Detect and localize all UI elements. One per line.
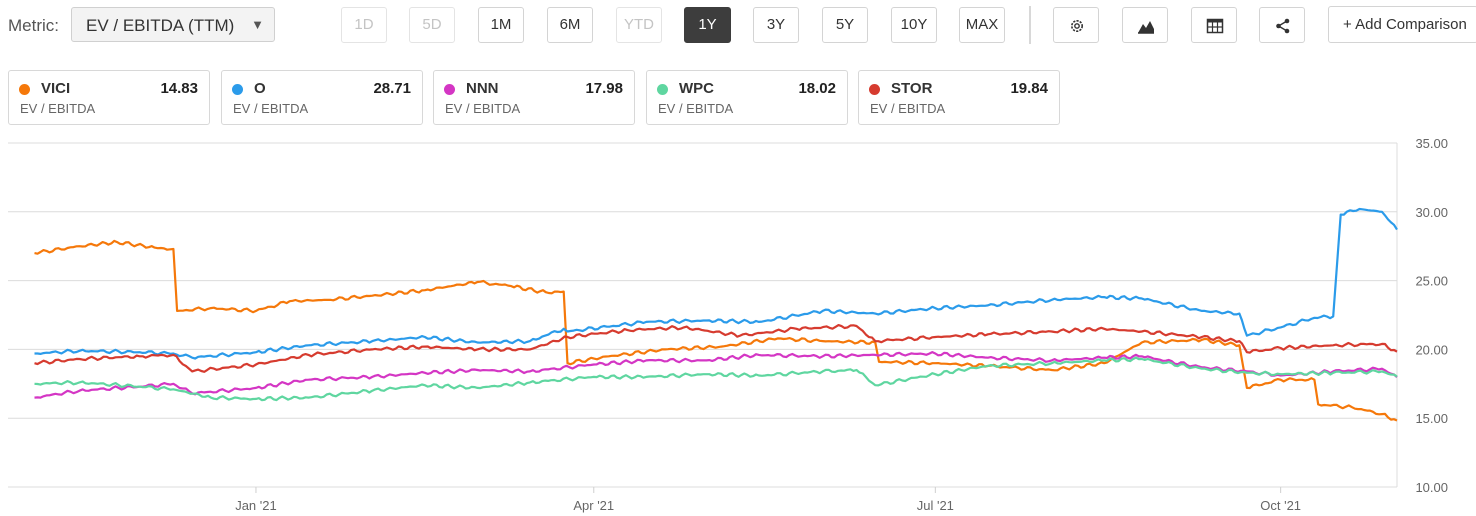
legend-value: 28.71 — [373, 80, 411, 97]
add-comparison-button[interactable]: + Add Comparison — [1328, 6, 1476, 43]
settings-button[interactable] — [1053, 7, 1099, 43]
range-button-1y[interactable]: 1Y — [684, 7, 731, 43]
legend-card-nnn[interactable]: NNN 17.98 EV / EBITDA — [433, 70, 635, 125]
legend-ticker: NNN — [466, 80, 499, 97]
gear-icon — [1071, 20, 1083, 32]
y-tick-label: 20.00 — [1415, 342, 1448, 357]
range-button-5d[interactable]: 5D — [409, 7, 455, 43]
legend-metric: EV / EBITDA — [445, 101, 521, 116]
range-button-5y[interactable]: 5Y — [822, 7, 868, 43]
legend-card-stor[interactable]: STOR 19.84 EV / EBITDA — [858, 70, 1060, 125]
legend-value: 19.84 — [1010, 80, 1048, 97]
range-button-max[interactable]: MAX — [959, 7, 1005, 43]
range-button-1m[interactable]: 1M — [478, 7, 524, 43]
legend-value: 14.83 — [160, 80, 198, 97]
series-color-dot — [232, 84, 243, 95]
chevron-down-icon: ▼ — [251, 17, 264, 32]
series-line-stor — [34, 324, 1398, 373]
chart-grid — [8, 142, 1398, 488]
legend-ticker: STOR — [891, 80, 933, 97]
legend-ticker: O — [254, 80, 266, 97]
y-tick-label: 25.00 — [1415, 274, 1448, 289]
series-line-wpc — [34, 356, 1398, 402]
share-button[interactable] — [1259, 7, 1305, 43]
x-tick-label: Jul '21 — [917, 498, 954, 513]
series-color-dot — [657, 84, 668, 95]
y-tick-label: 30.00 — [1415, 205, 1448, 220]
toolbar-divider — [1029, 6, 1031, 44]
legend-value: 18.02 — [798, 80, 836, 97]
legend-metric: EV / EBITDA — [658, 101, 734, 116]
series-line-vici — [34, 239, 1398, 422]
legend-card-o[interactable]: O 28.71 EV / EBITDA — [221, 70, 423, 125]
legend-value: 17.98 — [585, 80, 623, 97]
x-tick-label: Jan '21 — [235, 498, 277, 513]
series-line-nnn — [34, 351, 1398, 399]
chart-axes: 35.00 30.00 25.00 20.00 15.00 10.00 Jan '21 Apr… — [235, 136, 1448, 513]
y-tick-label: 35.00 — [1415, 136, 1448, 151]
mountain-chart-icon — [1138, 21, 1154, 34]
y-tick-label: 15.00 — [1415, 411, 1448, 426]
x-tick-label: Oct '21 — [1260, 498, 1301, 513]
legend-metric: EV / EBITDA — [20, 101, 96, 116]
chart-type-button[interactable] — [1122, 7, 1168, 43]
range-button-10y[interactable]: 10Y — [891, 7, 937, 43]
share-icon — [1276, 18, 1290, 34]
range-button-1d[interactable]: 1D — [341, 7, 387, 43]
y-tick-label: 10.00 — [1415, 480, 1448, 495]
range-button-ytd[interactable]: YTD — [616, 7, 662, 43]
series-color-dot — [19, 84, 30, 95]
legend-card-wpc[interactable]: WPC 18.02 EV / EBITDA — [646, 70, 848, 125]
toolbar: Metric: EV / EBITDA (TTM) ▼ 1D 5D 1M 6M … — [0, 0, 1476, 52]
range-button-6m[interactable]: 6M — [547, 7, 593, 43]
legend-card-vici[interactable]: VICI 14.83 EV / EBITDA — [8, 70, 210, 125]
legend-ticker: VICI — [41, 80, 71, 97]
metric-dropdown-value: EV / EBITDA (TTM) — [86, 16, 235, 35]
legend-metric: EV / EBITDA — [870, 101, 946, 116]
range-button-3y[interactable]: 3Y — [753, 7, 799, 43]
chart-series — [34, 207, 1398, 422]
legend-metric: EV / EBITDA — [233, 101, 309, 116]
table-icon — [1206, 18, 1224, 34]
x-tick-label: Apr '21 — [573, 498, 614, 513]
legend-ticker: WPC — [679, 80, 714, 97]
metric-label: Metric: — [8, 16, 59, 35]
table-view-button[interactable] — [1191, 7, 1237, 43]
series-line-o — [34, 207, 1398, 360]
series-color-dot — [869, 84, 880, 95]
series-color-dot — [444, 84, 455, 95]
metric-dropdown[interactable]: EV / EBITDA (TTM) ▼ — [71, 7, 275, 42]
